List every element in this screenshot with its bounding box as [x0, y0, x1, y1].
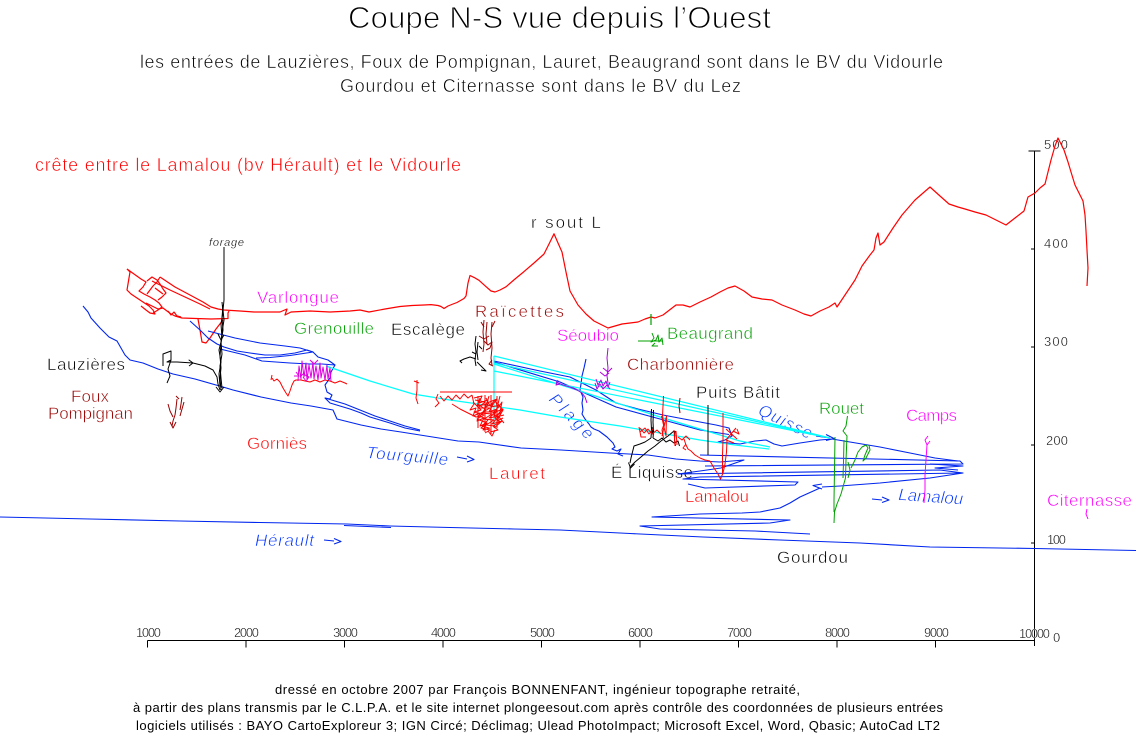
svg-text:crête entre le Lamalou (bv Hér: crête entre le Lamalou (bv Hérault) et l…: [35, 155, 461, 175]
svg-text:Rouet: Rouet: [819, 399, 864, 418]
svg-text:Grenouille: Grenouille: [294, 319, 374, 338]
svg-text:à partir des plans transmis pa: à partir des plans transmis par le C.L.P…: [133, 700, 944, 715]
svg-text:Escalège: Escalège: [391, 320, 465, 339]
svg-text:8000: 8000: [825, 625, 850, 640]
svg-text:Lauret: Lauret: [489, 464, 545, 483]
svg-text:3000: 3000: [333, 625, 358, 640]
svg-text:5000: 5000: [530, 625, 555, 640]
svg-text:Tourguille: Tourguille: [366, 443, 449, 469]
svg-text:Raïcettes: Raïcettes: [475, 302, 564, 321]
svg-text:forage: forage: [209, 237, 244, 249]
svg-text:Séoubio: Séoubio: [557, 326, 619, 345]
svg-text:Beaugrand: Beaugrand: [667, 324, 753, 343]
svg-text:1000: 1000: [136, 625, 161, 640]
svg-text:É Liquisse: É Liquisse: [611, 463, 693, 482]
svg-text:Gourdou et Citernasse sont dan: Gourdou et Citernasse sont dans le BV du…: [340, 76, 741, 96]
svg-text:Lamalou: Lamalou: [898, 485, 965, 509]
svg-text:100: 100: [1047, 532, 1066, 547]
svg-text:200: 200: [1046, 433, 1068, 448]
svg-text:7000: 7000: [727, 625, 752, 640]
svg-text:Lamalou: Lamalou: [685, 487, 749, 506]
svg-text:Gourdou: Gourdou: [777, 548, 848, 567]
svg-text:Foux: Foux: [71, 387, 110, 406]
svg-text:Varlongue: Varlongue: [257, 288, 339, 307]
svg-text:6000: 6000: [628, 625, 653, 640]
svg-text:300: 300: [1044, 334, 1068, 349]
svg-text:Pompignan: Pompignan: [48, 404, 133, 423]
svg-text:0: 0: [1053, 630, 1060, 645]
svg-text:r sout L: r sout L: [531, 213, 601, 232]
svg-text:2000: 2000: [234, 625, 259, 640]
svg-text:Hérault: Hérault: [255, 531, 315, 550]
svg-text:Gorniès: Gorniès: [247, 434, 307, 453]
svg-text:9000: 9000: [924, 625, 949, 640]
svg-text:4000: 4000: [431, 625, 456, 640]
svg-text:logiciels utilisés : BAYO Cart: logiciels utilisés : BAYO CartoExploreur…: [136, 718, 940, 733]
svg-text:Citernasse: Citernasse: [1047, 491, 1132, 510]
svg-text:dressé en octobre 2007 par Fra: dressé en octobre 2007 par François BONN…: [275, 682, 800, 697]
svg-text:10000: 10000: [1019, 626, 1050, 641]
svg-text:Charbonnière: Charbonnière: [627, 355, 734, 374]
svg-text:les entrées de Lauzières, Foux: les entrées de Lauzières, Foux de Pompig…: [140, 52, 943, 72]
svg-text:400: 400: [1044, 236, 1068, 251]
svg-text:Lauzières: Lauzières: [47, 355, 125, 374]
svg-text:Puits Bâtit: Puits Bâtit: [696, 383, 780, 402]
svg-text:Camps: Camps: [906, 406, 957, 425]
svg-text:Coupe N-S vue depuis l’Ouest: Coupe N-S vue depuis l’Ouest: [348, 0, 771, 35]
